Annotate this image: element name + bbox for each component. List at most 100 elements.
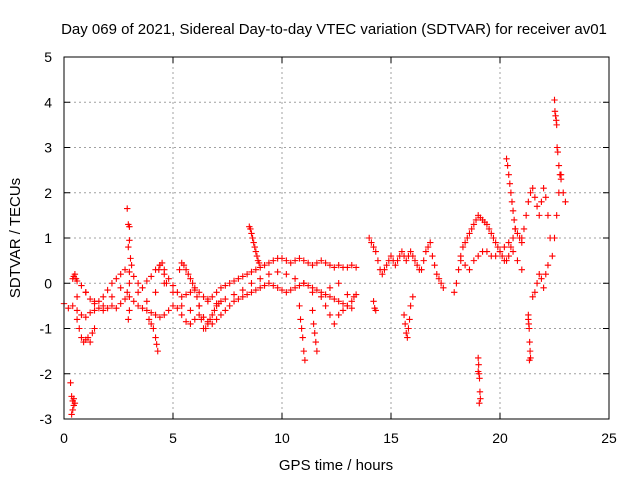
data-point [278,255,286,262]
data-point [73,293,81,301]
data-point [126,293,133,301]
data-point [526,338,533,346]
data-point [252,266,260,273]
data-point [403,329,410,337]
y-tick-label: 2 [44,185,52,201]
data-point [100,302,107,310]
data-point [383,261,390,269]
data-point [335,298,342,305]
data-point [492,252,499,260]
data-point [405,325,412,332]
data-point [326,284,334,291]
data-point [200,293,207,301]
data-point [108,293,116,301]
data-point [453,280,460,287]
data-point [326,261,334,269]
data-point [230,298,238,305]
data-point [407,302,414,310]
series-spike-5h [176,259,225,332]
data-point [78,334,85,341]
data-point [398,248,406,255]
data-point [335,311,342,319]
data-point [514,257,521,264]
data-point [551,108,559,115]
x-tick-label: 0 [60,430,68,446]
data-point [217,298,225,305]
data-point [124,289,131,296]
data-point [211,307,218,314]
data-point [562,198,569,205]
data-point [150,325,157,332]
data-point [507,189,515,196]
y-tick-label: 5 [44,49,52,65]
data-point [536,212,543,219]
data-point [274,268,281,276]
data-point [301,356,309,364]
data-point [78,311,85,319]
data-point [139,304,146,312]
data-point [191,284,198,291]
data-point [368,239,375,246]
data-point [374,257,382,264]
data-point [326,293,334,301]
data-point [522,212,530,219]
data-point [86,338,94,346]
data-point [483,221,491,228]
data-point [468,225,475,233]
data-point [461,261,469,269]
data-point [300,347,307,355]
data-point [257,275,264,282]
data-point [457,257,464,264]
y-tick-labels: -3 -2 -1 0 1 2 3 4 5 [40,49,53,427]
data-point [422,248,430,255]
x-tick-label: 10 [274,430,290,446]
data-point [459,243,467,251]
x-tick-label: 15 [383,430,399,446]
data-point [299,334,306,341]
data-point [154,347,161,355]
data-point [549,252,556,260]
data-point [366,234,373,242]
data-point [217,284,225,291]
data-point [494,243,502,251]
data-point [318,293,325,301]
series-dips-10-12h [296,291,360,364]
data-point [466,266,473,273]
data-point [496,248,504,255]
data-point [470,257,478,264]
data-point [204,320,212,328]
data-point [508,198,516,205]
data-point [178,302,185,310]
series-spike-22.6h [551,96,565,183]
data-point [176,266,183,273]
data-point [526,347,534,355]
data-point [352,264,360,271]
data-point [248,268,255,276]
data-point [217,311,225,319]
y-axis-label: SDTVAR / TECUs [7,178,24,298]
data-point [291,275,299,282]
series-early-spikes [67,271,98,418]
data-point [121,266,129,273]
series-seg-21-23h [518,171,569,260]
data-point [557,175,565,183]
data-point [248,289,255,296]
data-point [476,388,484,396]
data-point [348,298,355,305]
data-point [148,320,155,328]
data-point [492,239,499,246]
data-point [504,162,511,169]
data-point [206,316,214,323]
data-point [505,239,512,246]
data-point [531,194,539,201]
data-point [243,271,251,278]
data-point [283,257,290,264]
data-point [542,194,549,201]
data-point [198,316,205,323]
data-point [520,225,528,233]
data-point [152,334,159,341]
data-point [287,286,294,294]
data-point [165,307,172,314]
data-point [139,284,146,291]
